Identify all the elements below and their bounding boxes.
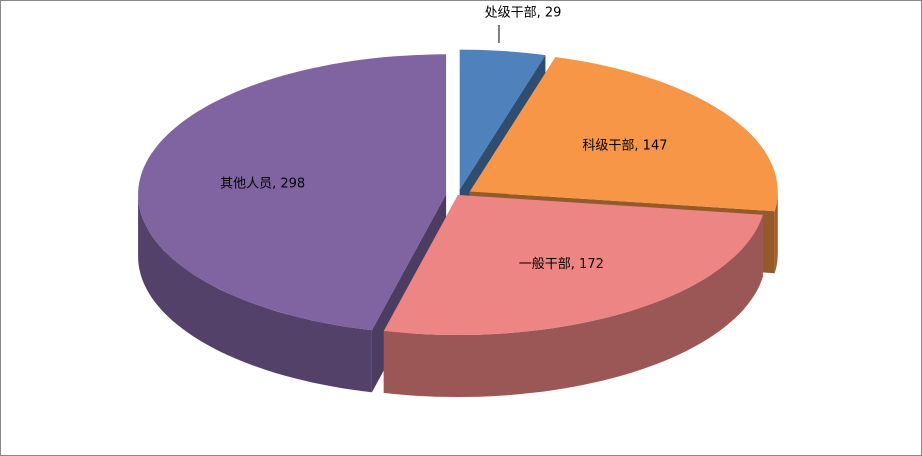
data-label: 其他人员, 298 (220, 177, 305, 192)
slice-wall (774, 191, 778, 274)
slice (469, 57, 778, 212)
labels: 处级干部, 29 科级干部, 147 一般干部, 172 其他人员, 298 (220, 5, 667, 272)
slice (459, 49, 546, 190)
slice (138, 54, 447, 331)
slice-wall (138, 194, 372, 393)
data-label: 处级干部, 29 (485, 5, 562, 20)
data-label: 一般干部, 172 (519, 256, 604, 272)
slice-wall (383, 214, 763, 397)
pie-tops (138, 49, 778, 335)
data-label: 科级干部, 147 (582, 138, 667, 153)
slice-wall-shade (138, 194, 372, 393)
slice-wall-shade (774, 191, 778, 274)
slice (383, 195, 763, 335)
slice-wall-shade (383, 214, 763, 397)
